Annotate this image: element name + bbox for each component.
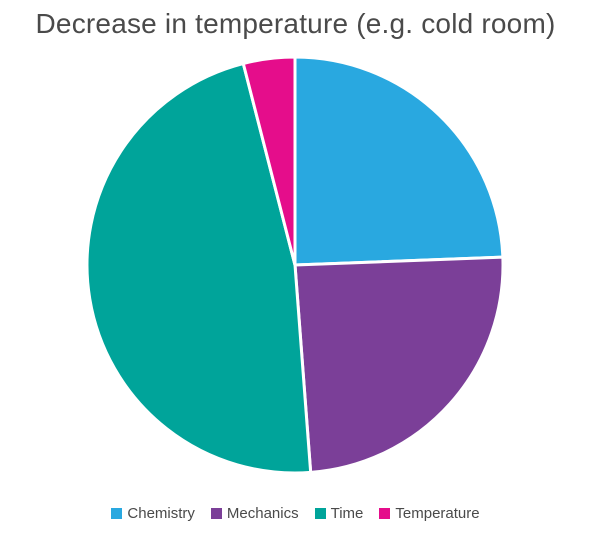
legend-swatch-chemistry	[111, 508, 123, 519]
legend-item-time: Time	[314, 505, 364, 522]
legend-swatch-mechanics	[210, 508, 222, 519]
legend-label-temperature: Temperature	[395, 505, 480, 522]
pie-slice-temperature	[241, 55, 297, 267]
pie-slice-mechanics	[293, 255, 505, 474]
legend-label-chemistry: Chemistry	[127, 505, 195, 522]
legend-label-time: Time	[330, 505, 364, 522]
chart-title: Decrease in temperature (e.g. cold room)	[35, 8, 556, 39]
chart-legend: Chemistry Mechanics Time Temperature	[0, 505, 591, 522]
legend-item-chemistry: Chemistry	[111, 505, 195, 522]
legend-swatch-time	[314, 508, 326, 519]
pie-slice-chemistry	[293, 55, 505, 267]
legend-swatch-temperature	[379, 508, 391, 519]
legend-label-mechanics: Mechanics	[226, 505, 299, 522]
legend-item-mechanics: Mechanics	[210, 505, 299, 522]
legend-item-temperature: Temperature	[379, 505, 480, 522]
pie-slice-time	[85, 62, 313, 475]
